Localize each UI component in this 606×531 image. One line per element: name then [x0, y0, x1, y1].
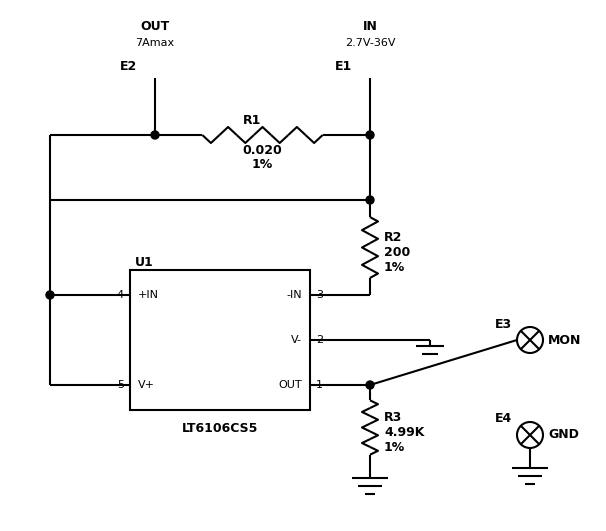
- Circle shape: [46, 291, 54, 299]
- Text: 7Amax: 7Amax: [135, 38, 175, 48]
- Text: OUT: OUT: [278, 380, 302, 390]
- Text: 5: 5: [117, 380, 124, 390]
- Text: MON: MON: [548, 333, 581, 347]
- Text: 1: 1: [316, 380, 323, 390]
- Circle shape: [366, 381, 374, 389]
- Text: 1%: 1%: [384, 261, 405, 274]
- Text: IN: IN: [362, 21, 378, 33]
- Text: E3: E3: [495, 318, 512, 330]
- Text: V+: V+: [138, 380, 155, 390]
- Text: 2: 2: [316, 335, 323, 345]
- Text: 1%: 1%: [384, 441, 405, 454]
- Text: U1: U1: [135, 255, 154, 269]
- Text: LT6106CS5: LT6106CS5: [182, 422, 258, 434]
- Text: E4: E4: [494, 413, 512, 425]
- Circle shape: [366, 131, 374, 139]
- Text: 3: 3: [316, 290, 323, 300]
- Text: R2: R2: [384, 231, 402, 244]
- Text: E2: E2: [120, 61, 137, 73]
- Text: V-: V-: [291, 335, 302, 345]
- Text: R3: R3: [384, 411, 402, 424]
- Text: OUT: OUT: [141, 21, 170, 33]
- Text: 200: 200: [384, 246, 410, 259]
- Text: GND: GND: [548, 429, 579, 441]
- Circle shape: [151, 131, 159, 139]
- Text: R1: R1: [244, 115, 262, 127]
- Text: 0.020: 0.020: [242, 144, 282, 158]
- Circle shape: [366, 196, 374, 204]
- Text: +IN: +IN: [138, 290, 159, 300]
- Text: 1%: 1%: [252, 158, 273, 172]
- Text: E1: E1: [335, 61, 352, 73]
- Text: 4: 4: [117, 290, 124, 300]
- Bar: [130, 270, 310, 410]
- Text: 2.7V-36V: 2.7V-36V: [345, 38, 395, 48]
- Text: 4.99K: 4.99K: [384, 426, 424, 439]
- Text: -IN: -IN: [287, 290, 302, 300]
